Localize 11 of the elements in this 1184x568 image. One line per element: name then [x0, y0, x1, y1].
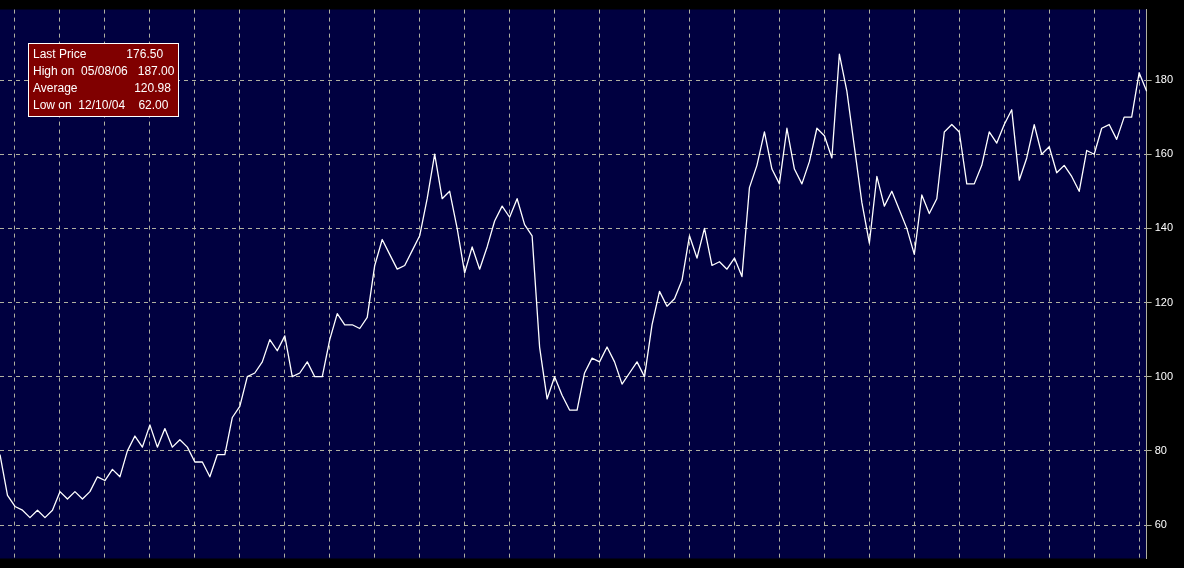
annotation: High on 05/08/06 187.00 [33, 63, 175, 80]
y-tick-label: 140 [1154, 221, 1174, 234]
y-tick-label: 80 [1154, 443, 1167, 456]
y-tick-label: 100 [1154, 369, 1174, 382]
annotation: Last Price 176.50 [33, 46, 165, 63]
y-tick-label: 60 [1154, 518, 1167, 531]
y-tick-label: 160 [1154, 147, 1174, 160]
annotation: Average 120.98 [33, 80, 172, 97]
y-tick-label: 120 [1154, 295, 1174, 308]
y-tick-label: 180 [1154, 73, 1174, 86]
annotation: Low on 12/10/04 62.00 [33, 97, 170, 114]
